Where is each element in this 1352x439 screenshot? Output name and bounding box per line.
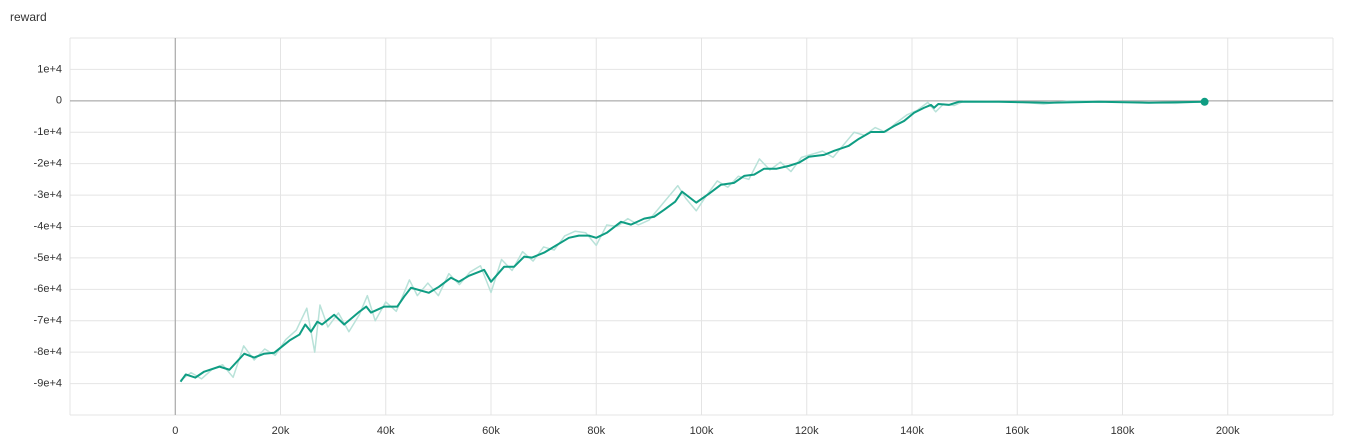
y-tick-label: -7e+4 [34,315,62,327]
last-point [1200,97,1209,106]
x-tick-label: 120k [795,425,819,437]
y-tick-label: -6e+4 [34,283,62,295]
y-tick-label: -5e+4 [34,252,62,264]
y-tick-label: -8e+4 [34,346,62,358]
x-tick-label: 80k [587,425,605,437]
chart-title: reward [10,10,47,24]
y-tick-label: 1e+4 [37,63,62,75]
y-tick-label: -3e+4 [34,189,62,201]
x-tick-label: 20k [272,425,290,437]
x-tick-label: 140k [900,425,924,437]
series-line [180,100,1207,382]
x-tick-label: 40k [377,425,395,437]
x-tick-label: 60k [482,425,500,437]
y-tick-label: 0 [56,95,62,107]
x-tick-label: 180k [1111,425,1135,437]
y-tick-label: -2e+4 [34,158,62,170]
y-tick-label: -9e+4 [34,377,62,389]
y-tick-label: -1e+4 [34,126,62,138]
x-tick-label: 100k [690,425,714,437]
x-tick-label: 0 [172,425,178,437]
y-tick-label: -4e+4 [34,220,62,232]
series-line [179,100,1205,383]
x-tick-label: 160k [1005,425,1029,437]
x-tick-label: 200k [1216,425,1240,437]
